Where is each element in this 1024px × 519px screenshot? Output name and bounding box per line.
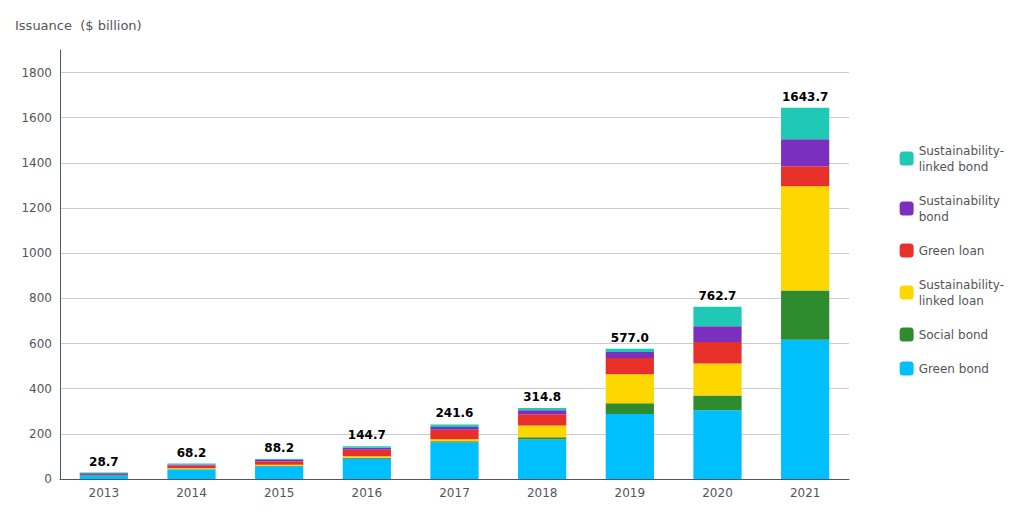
svg-text:68.2: 68.2 [177,446,207,460]
svg-text:1400: 1400 [21,156,52,170]
svg-text:linked loan: linked loan [919,294,984,308]
svg-text:2017: 2017 [439,486,470,500]
svg-text:1200: 1200 [21,201,52,215]
svg-text:577.0: 577.0 [611,331,649,345]
svg-text:linked bond: linked bond [919,160,989,174]
svg-text:2018: 2018 [527,486,558,500]
svg-text:2015: 2015 [264,486,295,500]
svg-text:Green bond: Green bond [919,362,989,376]
svg-text:1643.7: 1643.7 [782,90,828,104]
svg-text:1800: 1800 [21,66,52,80]
svg-text:1600: 1600 [21,111,52,125]
svg-text:241.6: 241.6 [436,406,474,420]
svg-text:Issuance ($ billion): Issuance ($ billion) [15,18,142,33]
svg-text:2020: 2020 [702,486,733,500]
svg-text:2014: 2014 [176,486,207,500]
svg-text:200: 200 [29,427,52,441]
svg-text:Sustainability-: Sustainability- [919,144,1004,158]
svg-text:144.7: 144.7 [348,428,386,442]
svg-text:Social bond: Social bond [919,328,989,342]
svg-text:Sustainability: Sustainability [919,194,1000,208]
svg-text:314.8: 314.8 [523,390,561,404]
svg-text:600: 600 [29,337,52,351]
svg-text:bond: bond [919,210,949,224]
svg-text:Green loan: Green loan [919,244,985,258]
svg-text:0: 0 [44,472,52,486]
svg-text:Sustainability-: Sustainability- [919,278,1004,292]
svg-text:1000: 1000 [21,246,52,260]
svg-text:400: 400 [29,382,52,396]
svg-text:762.7: 762.7 [699,289,737,303]
svg-text:2013: 2013 [89,486,120,500]
svg-text:2021: 2021 [790,486,821,500]
svg-text:2016: 2016 [352,486,383,500]
svg-text:2019: 2019 [615,486,646,500]
svg-text:28.7: 28.7 [89,455,119,469]
svg-text:88.2: 88.2 [264,441,294,455]
svg-text:800: 800 [29,291,52,305]
